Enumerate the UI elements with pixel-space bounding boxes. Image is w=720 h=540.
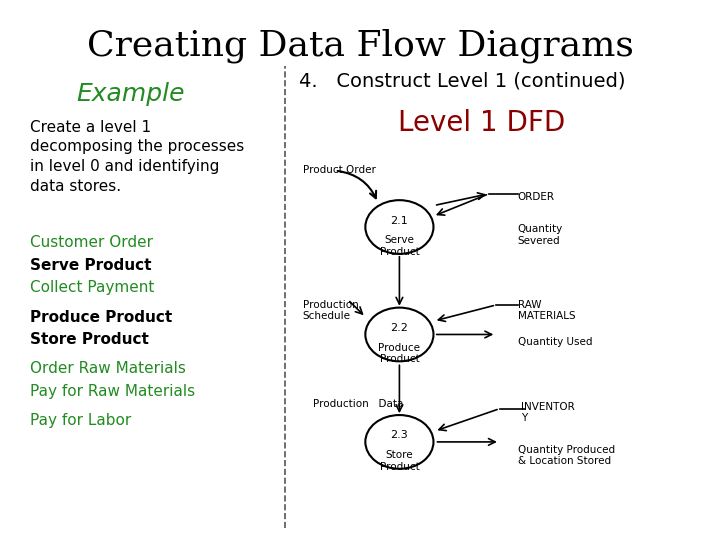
Text: Creating Data Flow Diagrams: Creating Data Flow Diagrams bbox=[86, 28, 634, 63]
Text: Customer Order: Customer Order bbox=[30, 235, 153, 250]
Text: Level 1 DFD: Level 1 DFD bbox=[398, 109, 565, 137]
Text: Produce Product: Produce Product bbox=[30, 309, 172, 325]
Text: INVENTOR
Y: INVENTOR Y bbox=[521, 402, 575, 423]
Text: Produce
Product: Produce Product bbox=[379, 342, 420, 364]
Text: Quantity Used: Quantity Used bbox=[518, 337, 593, 347]
Text: Order Raw Materials: Order Raw Materials bbox=[30, 361, 186, 376]
Text: Collect Payment: Collect Payment bbox=[30, 280, 155, 295]
Text: Example: Example bbox=[76, 82, 185, 106]
Text: Quantity Produced
& Location Stored: Quantity Produced & Location Stored bbox=[518, 444, 615, 466]
Text: Serve
Product: Serve Product bbox=[379, 235, 419, 256]
Text: Product Order: Product Order bbox=[302, 165, 375, 176]
Text: 2.2: 2.2 bbox=[390, 323, 408, 333]
Text: 2.3: 2.3 bbox=[390, 430, 408, 441]
Text: Production   Data: Production Data bbox=[313, 399, 404, 409]
Text: Quantity
Severed: Quantity Severed bbox=[518, 224, 563, 246]
Text: Production
Schedule: Production Schedule bbox=[302, 300, 359, 321]
Text: ORDER: ORDER bbox=[518, 192, 554, 202]
Text: Pay for Labor: Pay for Labor bbox=[30, 413, 131, 428]
Text: 4.   Construct Level 1 (continued): 4. Construct Level 1 (continued) bbox=[299, 71, 626, 90]
Text: Serve Product: Serve Product bbox=[30, 258, 152, 273]
Text: Store Product: Store Product bbox=[30, 332, 149, 347]
Text: Pay for Raw Materials: Pay for Raw Materials bbox=[30, 384, 195, 399]
Text: Store
Product: Store Product bbox=[379, 450, 419, 471]
Text: 2.1: 2.1 bbox=[390, 215, 408, 226]
Text: RAW
MATERIALS: RAW MATERIALS bbox=[518, 300, 575, 321]
Text: Create a level 1
decomposing the processes
in level 0 and identifying
data store: Create a level 1 decomposing the process… bbox=[30, 119, 244, 194]
